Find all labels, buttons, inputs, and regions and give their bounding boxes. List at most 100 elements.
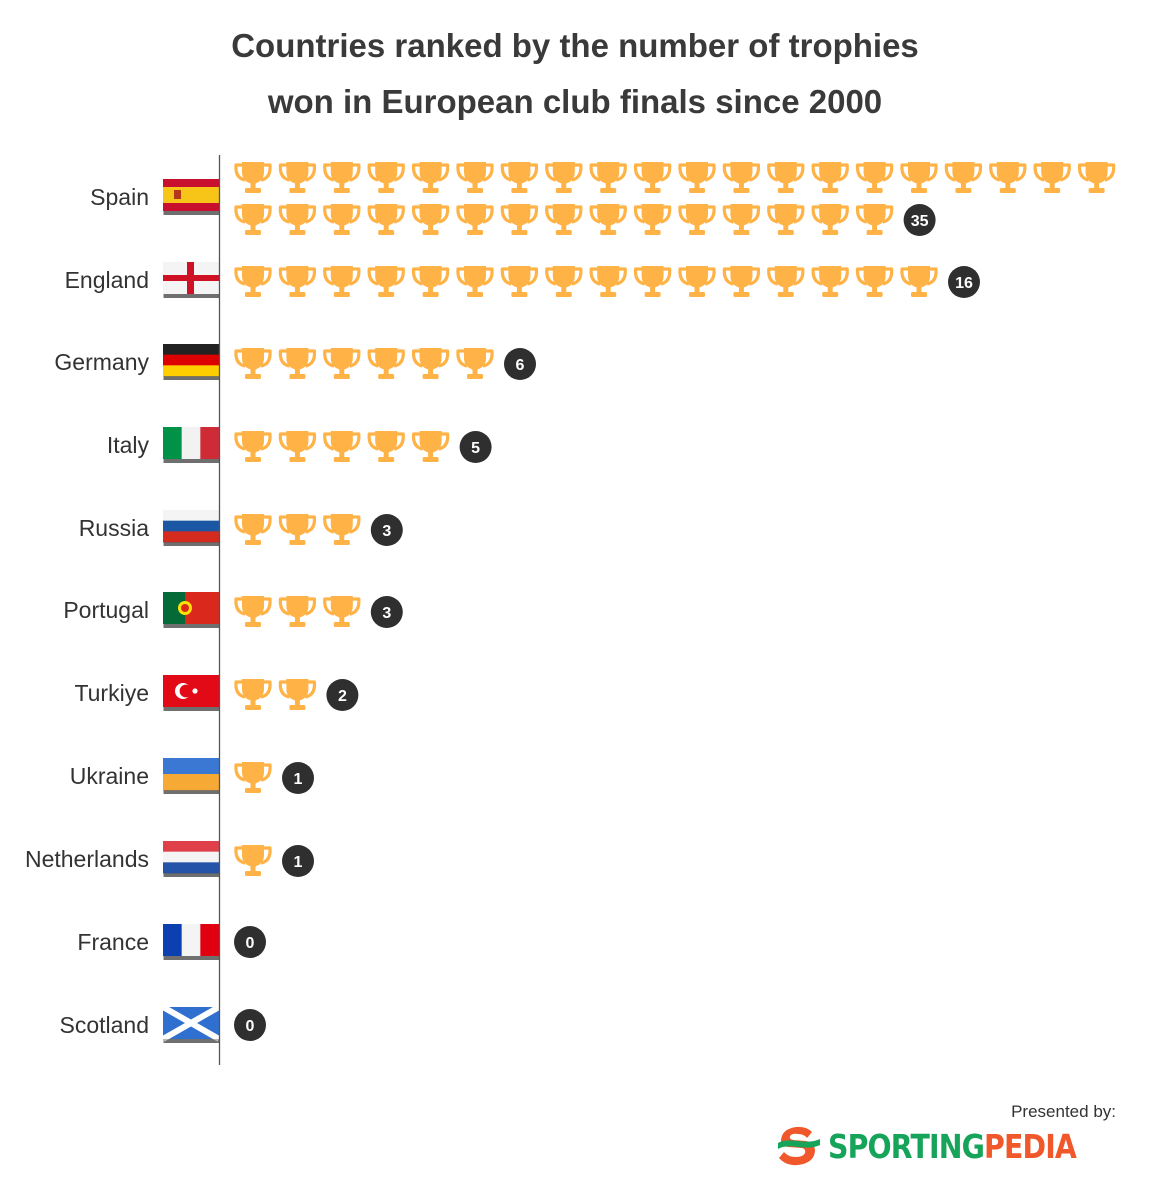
russia-flag-icon (163, 510, 220, 546)
trophy-icon (411, 202, 450, 237)
trophy-icon (722, 160, 761, 195)
trophy-icon (855, 264, 894, 299)
presented-by-label: Presented by: (1011, 1102, 1116, 1121)
trophy-icon (500, 160, 539, 195)
value-badge-turkiye: 2 (326, 679, 359, 711)
trophy-icon (456, 346, 494, 381)
value-badge-ukraine: 1 (282, 762, 314, 794)
trophy-icon (811, 264, 849, 299)
turkiye-flag-icon (163, 675, 220, 711)
italy-flag-icon (163, 427, 220, 463)
trophy-icon (500, 264, 539, 299)
sportingpedia-wordmark: SPORTINGPEDIA (827, 1126, 1077, 1166)
row-portugal: Portugal 3 (63, 594, 403, 629)
value-badge-england: 16 (948, 266, 980, 298)
trophy-icon (234, 202, 272, 237)
sportingpedia-logo: SPORTINGPEDIA (776, 1122, 1116, 1170)
trophy-icon (855, 160, 894, 195)
value-badge-germany: 6 (504, 348, 536, 380)
trophy-icon (900, 264, 938, 299)
value-label-scotland: 0 (246, 1018, 255, 1035)
value-label-portugal: 3 (382, 605, 391, 622)
trophy-icon (456, 160, 494, 195)
brand-part-pedia: PEDIA (983, 1126, 1077, 1166)
row-spain: Spain 35 (90, 160, 1116, 237)
trophy-icon (278, 346, 317, 381)
trophy-icon (678, 160, 716, 195)
row-ukraine: Ukraine 1 (70, 760, 314, 795)
country-label-france: France (77, 929, 149, 955)
row-turkiye: Turkiye 2 (74, 677, 359, 712)
value-label-italy: 5 (471, 440, 480, 457)
trophy-icon (411, 346, 450, 381)
brand-part-sporting: SPORTING (827, 1126, 985, 1166)
country-label-russia: Russia (79, 515, 150, 541)
trophy-icon (278, 677, 317, 712)
scotland-flag-icon (161, 1004, 221, 1043)
trophy-icon (500, 202, 539, 237)
row-italy: Italy 5 (107, 429, 492, 464)
value-label-france: 0 (246, 935, 255, 952)
trophy-icon (367, 202, 405, 237)
trophy-icon (234, 594, 272, 629)
trophy-icon (234, 160, 272, 195)
country-label-scotland: Scotland (59, 1012, 149, 1038)
trophy-icon (589, 160, 627, 195)
trophy-icon (367, 264, 405, 299)
trophy-icon (234, 512, 272, 547)
trophy-icon (678, 202, 716, 237)
trophy-icon (278, 512, 317, 547)
trophy-icon (767, 202, 805, 237)
trophy-icon (234, 429, 272, 464)
trophy-icon (411, 429, 450, 464)
row-france: France 0 (77, 926, 266, 958)
trophy-icon (811, 160, 849, 195)
trophy-icon (234, 843, 272, 878)
trophy-icon (278, 160, 317, 195)
trophy-icon (633, 160, 672, 195)
trophy-icon (1077, 160, 1116, 195)
row-scotland: Scotland 0 (59, 1009, 266, 1041)
sportingpedia-logo-icon (777, 1126, 820, 1166)
value-label-spain: 35 (911, 213, 929, 230)
value-badge-scotland: 0 (234, 1009, 266, 1041)
trophy-icon (323, 512, 361, 547)
ukraine-flag-icon (163, 758, 220, 794)
trophy-icon (278, 429, 317, 464)
france-flag-icon (163, 924, 220, 960)
value-badge-spain: 35 (903, 204, 936, 236)
country-label-netherlands: Netherlands (25, 846, 149, 872)
trophy-icon (545, 202, 583, 237)
trophy-icon (456, 264, 494, 299)
country-label-spain: Spain (90, 184, 149, 210)
row-netherlands: Netherlands 1 (25, 843, 314, 878)
value-badge-portugal: 3 (370, 596, 403, 628)
trophy-icon (323, 264, 361, 299)
country-label-turkiye: Turkiye (74, 680, 149, 706)
trophy-icon (411, 160, 450, 195)
title-line-2: won in European club finals since 2000 (267, 83, 883, 120)
value-label-germany: 6 (516, 357, 525, 374)
country-label-england: England (65, 267, 149, 293)
germany-flag-icon (163, 344, 220, 380)
trophy-icon (278, 202, 317, 237)
trophy-icon (323, 160, 361, 195)
country-label-italy: Italy (107, 432, 150, 458)
chart-title: Countries ranked by the number of trophi… (0, 18, 1150, 130)
value-label-russia: 3 (382, 523, 391, 540)
trophy-icon (234, 346, 272, 381)
trophy-icon (234, 264, 272, 299)
value-badge-netherlands: 1 (282, 845, 314, 877)
trophy-icon (278, 594, 317, 629)
trophy-icon (545, 160, 583, 195)
row-england: England 16 (65, 264, 980, 299)
value-label-ukraine: 1 (294, 771, 303, 788)
value-label-england: 16 (955, 275, 973, 292)
trophy-icon (811, 202, 849, 237)
trophy-icon (678, 264, 716, 299)
trophy-icon (1033, 160, 1071, 195)
value-label-netherlands: 1 (294, 854, 303, 871)
row-germany: Germany 6 (54, 346, 536, 381)
trophy-icon (367, 160, 405, 195)
